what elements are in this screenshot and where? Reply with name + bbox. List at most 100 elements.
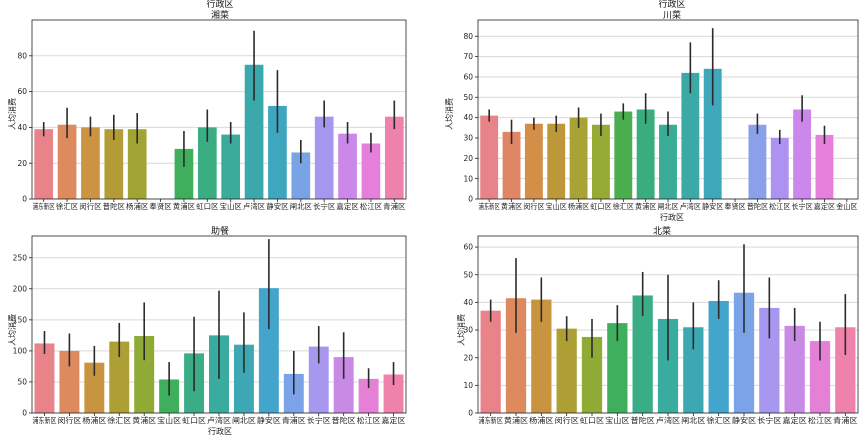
bar xyxy=(581,336,603,413)
x-tick-label: 长宁区 xyxy=(307,415,331,425)
x-tick-label: 虹口区 xyxy=(590,202,612,211)
y-tick-label: 60 xyxy=(463,243,473,252)
x-tick-label: 浦东新区 xyxy=(33,201,56,211)
bar xyxy=(835,327,856,413)
chart-title: 北菜 xyxy=(653,225,671,237)
bar xyxy=(592,124,610,199)
x-tick-label: 青浦区 xyxy=(383,201,406,211)
plot-frame xyxy=(477,19,859,200)
bar xyxy=(34,129,54,199)
x-axis-label: 行政区 xyxy=(208,426,232,436)
bar xyxy=(815,134,834,199)
bar xyxy=(258,288,279,413)
bar xyxy=(174,148,194,199)
bar xyxy=(657,318,679,413)
x-tick-label: 奉贤区 xyxy=(149,201,172,211)
bar xyxy=(84,362,105,413)
y-axis-label: 人均消费 xyxy=(7,98,17,130)
y-tick-label: 0 xyxy=(468,195,473,204)
x-tick-label: 黄浦区 xyxy=(132,415,156,425)
bar xyxy=(127,129,147,199)
chart-title: 湘菜 xyxy=(211,9,229,21)
x-tick-label: 宝山区 xyxy=(157,415,181,425)
x-tick-label: 长宁区 xyxy=(757,415,782,425)
bar xyxy=(748,124,767,199)
x-tick-label: 青浦区 xyxy=(833,415,858,425)
x-tick-label: 卢湾区 xyxy=(680,201,702,211)
x-tick-label: 徐汇区 xyxy=(107,415,131,425)
x-tick-label: 普陀区 xyxy=(631,415,656,425)
bar xyxy=(607,323,628,413)
bar xyxy=(659,124,677,199)
x-tick-label: 闵行区 xyxy=(523,201,545,211)
x-tick-label: 闵行区 xyxy=(57,415,81,425)
x-tick-label: 闸北区 xyxy=(232,416,256,425)
bar xyxy=(268,105,287,199)
x-tick-label: 浦东新区 xyxy=(479,201,501,211)
bar xyxy=(683,327,704,413)
bar xyxy=(480,115,499,199)
y-tick-label: 20 xyxy=(463,353,473,362)
bar xyxy=(59,350,80,413)
y-axis-label: 人均消费 xyxy=(7,314,17,346)
y-tick-label: 200 xyxy=(13,284,28,293)
bar xyxy=(703,68,722,200)
bar xyxy=(502,131,521,199)
bar xyxy=(708,300,729,413)
y-tick-label: 0 xyxy=(22,195,27,204)
x-tick-label: 长宁区 xyxy=(791,201,813,211)
x-tick-label: 黄浦区 xyxy=(504,415,529,425)
y-tick-label: 10 xyxy=(463,381,473,390)
bar xyxy=(384,116,404,199)
bar xyxy=(333,357,354,413)
x-tick-label: 闵行区 xyxy=(79,201,102,211)
y-tick-label: 30 xyxy=(463,134,473,143)
y-tick-label: 0 xyxy=(468,409,473,418)
bar xyxy=(681,72,700,199)
y-tick-label: 80 xyxy=(17,51,27,60)
x-tick-label: 虹口区 xyxy=(196,202,219,211)
x-tick-label: 松江区 xyxy=(360,201,383,211)
bar xyxy=(338,133,357,199)
y-tick-label: 50 xyxy=(463,93,473,102)
x-tick-label: 杨浦区 xyxy=(568,201,590,211)
bar xyxy=(770,137,789,199)
bar xyxy=(784,325,805,413)
bar xyxy=(159,379,180,413)
x-tick-label: 杨浦区 xyxy=(126,201,149,211)
y-tick-label: 70 xyxy=(463,52,473,61)
y-tick-label: 40 xyxy=(463,298,473,307)
chart-top-label: 行政区 xyxy=(658,0,685,10)
y-tick-label: 40 xyxy=(17,123,27,132)
x-tick-label: 卢湾区 xyxy=(656,415,681,425)
x-tick-label: 闸北区 xyxy=(290,202,313,211)
bar xyxy=(197,127,217,199)
bar xyxy=(733,292,755,413)
x-tick-label: 普陀区 xyxy=(103,201,126,211)
y-tick-label: 150 xyxy=(13,315,28,324)
x-tick-label: 静安区 xyxy=(257,415,281,425)
plot-frame xyxy=(477,235,859,414)
bar xyxy=(358,378,379,413)
x-tick-label: 青浦区 xyxy=(282,415,306,425)
x-tick-label: 闸北区 xyxy=(681,416,706,425)
x-tick-label: 闸北区 xyxy=(657,202,679,211)
y-tick-label: 60 xyxy=(17,87,27,96)
x-axis-label: 行政区 xyxy=(660,212,684,222)
x-tick-label: 长宁区 xyxy=(313,201,336,211)
x-tick-label: 松江区 xyxy=(808,415,833,425)
x-tick-label: 奉贤区 xyxy=(724,201,746,211)
x-tick-label: 浦东新区 xyxy=(33,415,57,425)
y-tick-label: 80 xyxy=(463,32,473,41)
bar xyxy=(547,123,566,199)
plot-frame xyxy=(31,235,407,414)
bar xyxy=(809,341,831,413)
x-tick-label: 松江区 xyxy=(357,415,381,425)
x-tick-label: 静安区 xyxy=(732,415,757,425)
y-tick-label: 20 xyxy=(17,159,27,168)
bar xyxy=(57,124,77,199)
bar xyxy=(505,298,527,413)
bar xyxy=(34,343,55,413)
